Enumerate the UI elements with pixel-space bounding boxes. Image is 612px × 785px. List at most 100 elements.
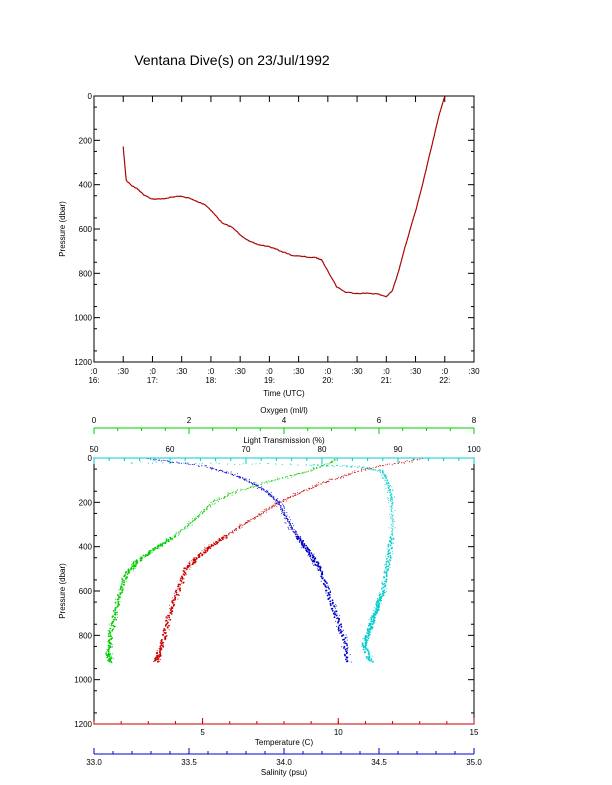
profile-point [118, 603, 120, 606]
profile-point [275, 463, 277, 465]
profile-point [158, 648, 160, 649]
profile-point [340, 632, 342, 634]
profile-point [227, 492, 229, 494]
profile-point [168, 624, 170, 627]
profile-point [134, 568, 136, 569]
profile-point [206, 466, 208, 469]
profile-point [333, 616, 336, 619]
profile-point [308, 550, 310, 552]
profile-point [263, 511, 265, 513]
profile-point [165, 620, 167, 622]
profile-point [134, 565, 137, 568]
profile-point [287, 497, 289, 499]
profile-point [164, 629, 166, 631]
profile-point [361, 642, 364, 644]
profile-point [108, 642, 111, 645]
profile-point [318, 569, 320, 571]
profile-point [381, 595, 382, 597]
profile-point [389, 506, 391, 507]
profile-point [327, 585, 329, 587]
profile-point [391, 507, 393, 509]
profile-point [323, 584, 325, 585]
profile-point [392, 502, 394, 504]
profile-point [289, 521, 291, 523]
profile-point [354, 465, 356, 467]
profile-point [173, 595, 176, 597]
profile-point [120, 588, 122, 590]
profile-point [286, 498, 288, 500]
profile-point [301, 491, 303, 493]
profile-point [274, 480, 276, 482]
profile-point [391, 506, 393, 508]
profile-point [388, 488, 390, 490]
profile-point [383, 583, 386, 585]
profile-point [373, 609, 375, 611]
profile-point [333, 611, 336, 613]
profile-point [240, 488, 242, 490]
profile-point [267, 490, 269, 492]
profile-point [326, 594, 329, 597]
profile-point [131, 565, 133, 567]
profile-point [241, 526, 243, 528]
profile-point [235, 528, 237, 531]
profile-point [307, 555, 309, 557]
profile-point [312, 464, 314, 466]
profile-point [385, 481, 387, 483]
profile-point [331, 478, 333, 480]
profile-point [267, 463, 269, 464]
profile-point [111, 655, 113, 657]
y-tick-label: 1200 [74, 720, 92, 729]
profile-point [227, 472, 229, 474]
profile-point [160, 460, 162, 462]
profile-point [121, 589, 123, 592]
profile-point [169, 537, 171, 539]
profile-point [275, 500, 277, 502]
profile-point [385, 580, 388, 583]
profile-point [390, 489, 392, 491]
profile-point [344, 637, 347, 639]
profile-point [180, 462, 182, 464]
profile-point [383, 569, 385, 571]
profile-point [242, 488, 244, 491]
profile-point [107, 630, 109, 632]
profile-point [307, 490, 309, 492]
profile-point [286, 512, 288, 513]
profile-point [160, 544, 162, 546]
profile-point [261, 489, 263, 491]
profile-point [299, 473, 301, 475]
profile-point [282, 510, 284, 512]
profile-point [178, 462, 180, 464]
profile-point [330, 460, 332, 462]
profile-point [391, 518, 393, 520]
profile-point [272, 480, 274, 482]
profile-point [386, 483, 388, 485]
profile-point [260, 513, 262, 515]
profile-point [113, 628, 115, 630]
profile-point [294, 531, 296, 533]
profile-point [253, 482, 255, 484]
profile-point [371, 655, 373, 657]
profile-point [248, 482, 250, 484]
temperature-tick-label: 15 [470, 728, 479, 737]
profile-point [375, 604, 378, 607]
profile-point [215, 541, 216, 543]
profile-point [195, 462, 197, 464]
profile-point [290, 496, 292, 498]
profile-point [330, 461, 332, 463]
profile-point [384, 591, 386, 593]
profile-point [329, 590, 331, 592]
profile-point [385, 568, 387, 570]
profile-point [289, 524, 291, 526]
profile-point [168, 537, 170, 539]
profile-point [231, 492, 233, 494]
profile-point [368, 659, 370, 661]
dive-depth-time-plot: 020040060080010001200:016::30:017::30:01… [58, 92, 480, 398]
profile-point [347, 659, 349, 661]
profile-point [340, 476, 342, 478]
profile-point [238, 526, 241, 528]
profile-point [204, 465, 206, 466]
profile-point [391, 503, 393, 505]
profile-point [288, 527, 289, 529]
profile-point [300, 492, 302, 494]
profile-point [346, 644, 349, 647]
